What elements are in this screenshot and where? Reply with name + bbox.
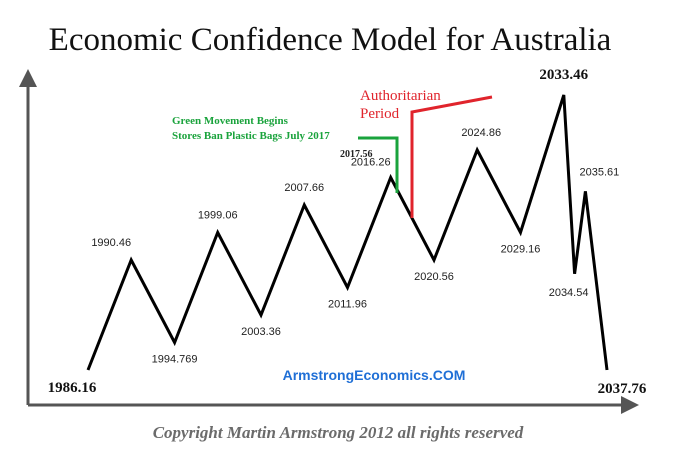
- point-label: 2016.26: [351, 157, 391, 169]
- point-label: 2034.54: [549, 287, 589, 299]
- ecm-series-line: [86, 94, 609, 371]
- point-label: 2011.96: [328, 299, 367, 311]
- point-label: 2024.86: [461, 127, 501, 139]
- point-label: 2003.36: [241, 326, 281, 338]
- point-label: 1990.46: [91, 237, 131, 249]
- website-label: ArmstrongEconomics.COM: [283, 367, 466, 383]
- point-label: 2029.16: [501, 244, 541, 256]
- point-labels: 1986.16 1990.46 1994.769 1999.06 2003.36 2007…: [48, 67, 647, 397]
- point-label: 1986.16: [48, 380, 97, 396]
- point-label: 1999.06: [198, 210, 238, 222]
- red-annotation-line1: Authoritarian: [360, 88, 441, 104]
- point-label: 2033.46: [539, 67, 588, 83]
- point-label: 2007.66: [284, 182, 324, 194]
- green-annotation-line1: Green Movement Begins: [172, 115, 289, 127]
- point-label: 2037.76: [598, 381, 647, 397]
- chart-title: Economic Confidence Model for Australia: [49, 22, 612, 58]
- copyright-text: Copyright Martin Armstrong 2012 all righ…: [153, 423, 524, 442]
- red-annotation-line2: Period: [360, 106, 400, 122]
- point-label: 2020.56: [414, 271, 454, 283]
- point-label: 1994.769: [152, 354, 198, 366]
- green-bracket: [358, 136, 399, 193]
- green-annotation-line2: Stores Ban Plastic Bags July 2017: [172, 130, 330, 142]
- red-bracket: [410, 95, 493, 218]
- point-label: 2035.61: [580, 166, 620, 178]
- green-annotation-year: 2017.56: [340, 149, 373, 160]
